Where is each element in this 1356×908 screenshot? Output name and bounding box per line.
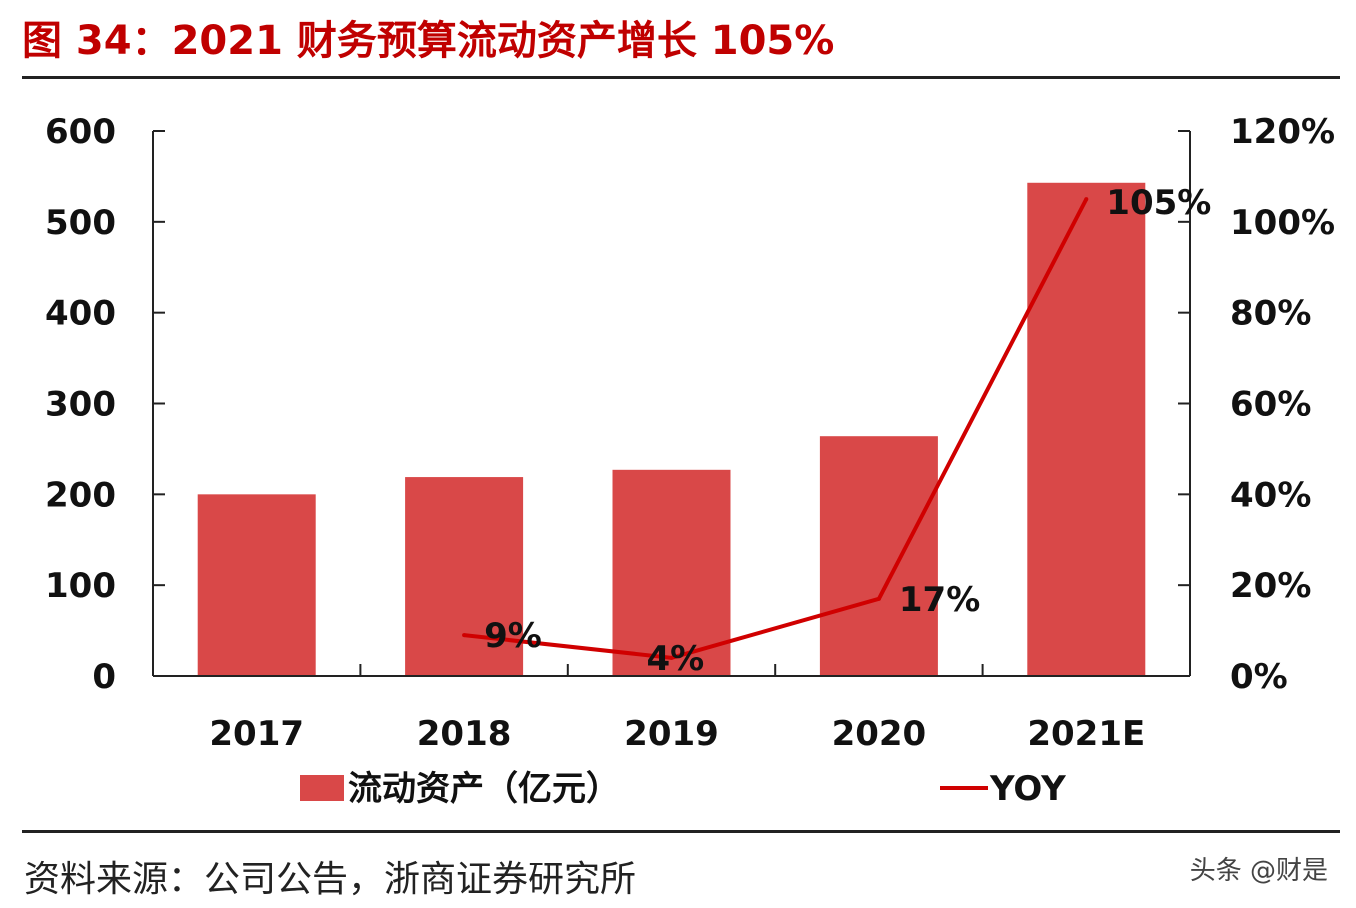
bar-2017	[197, 494, 316, 676]
x-tick-label: 2017	[209, 714, 304, 754]
bar-2019	[612, 469, 731, 676]
left-tick-label: 600	[45, 112, 116, 152]
yoy-point-2020	[876, 596, 881, 601]
yoy-data-label: 17%	[899, 580, 980, 620]
bar-2018	[405, 477, 524, 676]
yoy-point-2018	[462, 633, 467, 638]
right-tick-label: 100%	[1230, 203, 1335, 243]
x-tick-label: 2019	[624, 714, 719, 754]
right-tick-label: 80%	[1230, 294, 1311, 334]
legend-bar-swatch	[300, 775, 344, 801]
yoy-line	[463, 198, 1089, 660]
title-divider	[22, 76, 1340, 79]
left-tick-label: 300	[45, 385, 116, 425]
left-tick-label: 200	[45, 475, 116, 515]
x-tick-label: 2018	[417, 714, 512, 754]
right-tick-label: 40%	[1230, 475, 1311, 515]
yoy-point-2021E	[1084, 197, 1089, 202]
left-tick-label: 500	[45, 203, 116, 243]
watermark: 头条 @财是	[1189, 856, 1328, 886]
source-note: 资料来源：公司公告，浙商证券研究所	[24, 859, 637, 900]
right-tick-label: 60%	[1230, 385, 1311, 425]
left-tick-label: 0	[92, 657, 116, 697]
left-tick-label: 400	[45, 294, 116, 334]
left-tick-label: 100	[45, 566, 116, 606]
yoy-point-2019	[669, 655, 674, 660]
bar-2021E	[1027, 182, 1146, 676]
source-divider	[22, 830, 1340, 833]
legend-bar-label: 流动资产（亿元）	[348, 769, 620, 809]
x-tick-label: 2020	[832, 714, 927, 754]
yoy-data-label: 4%	[647, 639, 705, 679]
right-tick-label: 120%	[1230, 112, 1335, 152]
right-tick-label: 0%	[1230, 657, 1288, 697]
yoy-data-label: 105%	[1106, 183, 1211, 223]
bar-2020	[819, 436, 938, 676]
x-tick-label: 2021E	[1027, 714, 1145, 754]
legend-line-label: YOY	[989, 769, 1066, 809]
chart-title: 图 34：2021 财务预算流动资产增长 105%	[22, 18, 835, 64]
right-tick-label: 20%	[1230, 566, 1311, 606]
chart: 0 100 200 300 400 500 600 0% 20% 40% 60% 80% 100% 120…	[45, 112, 1335, 809]
yoy-data-label: 9%	[484, 616, 542, 656]
